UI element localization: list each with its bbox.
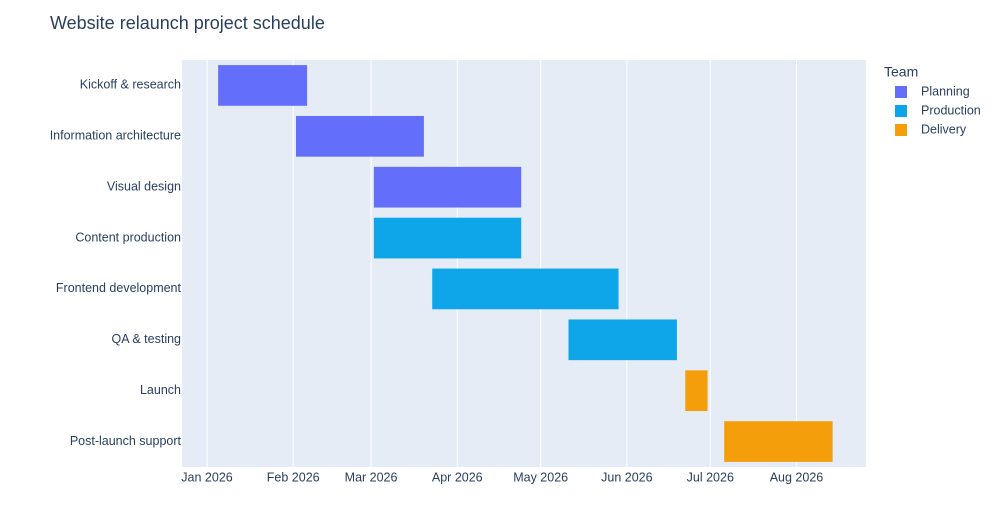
plot-area (182, 60, 866, 467)
legend-title: Team (884, 64, 918, 80)
legend-swatch (895, 86, 907, 98)
x-tick-label: May 2026 (513, 470, 568, 484)
y-tick-label: QA & testing (112, 332, 182, 346)
legend-label: Delivery (921, 122, 967, 136)
legend-label: Production (921, 103, 981, 117)
x-tick-label: Aug 2026 (770, 470, 824, 484)
bar (568, 319, 677, 361)
bar (218, 65, 308, 106)
y-tick-label: Content production (75, 230, 181, 244)
x-tick-label: Jun 2026 (601, 470, 652, 484)
bar (373, 166, 522, 208)
y-tick-label: Information architecture (50, 129, 181, 143)
legend-label: Planning (921, 84, 970, 98)
x-tick-label: Jul 2026 (687, 470, 734, 484)
y-tick-label: Frontend development (56, 281, 182, 295)
x-tick-label: Feb 2026 (267, 470, 320, 484)
x-tick-label: Apr 2026 (432, 470, 483, 484)
y-tick-label: Launch (140, 383, 181, 397)
bar (724, 421, 833, 462)
bar (432, 268, 619, 310)
y-tick-label: Kickoff & research (80, 78, 181, 92)
bar (296, 115, 424, 157)
x-tick-label: Mar 2026 (345, 470, 398, 484)
y-tick-label: Visual design (107, 179, 181, 193)
x-tick-label: Jan 2026 (181, 470, 232, 484)
y-tick-label: Post-launch support (70, 434, 182, 448)
chart-title: Website relaunch project schedule (50, 13, 325, 33)
bars (218, 65, 833, 462)
bar (685, 370, 708, 412)
legend-swatch (895, 124, 907, 136)
bar (373, 217, 522, 259)
labels: Jan 2026 Feb 2026 Mar 2026 Apr 2026 May 2026… (50, 78, 824, 485)
legend-swatch (895, 105, 907, 117)
